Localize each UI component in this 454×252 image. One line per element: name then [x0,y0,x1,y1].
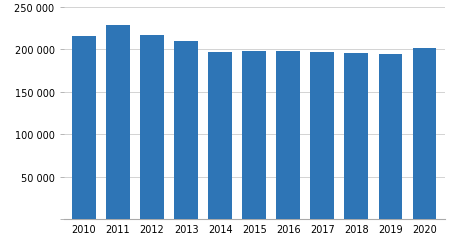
Bar [345,54,368,219]
Bar [174,41,198,219]
Bar [208,52,232,219]
Bar [140,36,164,219]
Bar [413,49,436,219]
Bar [276,52,300,219]
Bar [311,53,334,219]
Bar [242,52,266,219]
Bar [379,54,402,219]
Bar [72,37,96,219]
Bar [106,26,130,219]
